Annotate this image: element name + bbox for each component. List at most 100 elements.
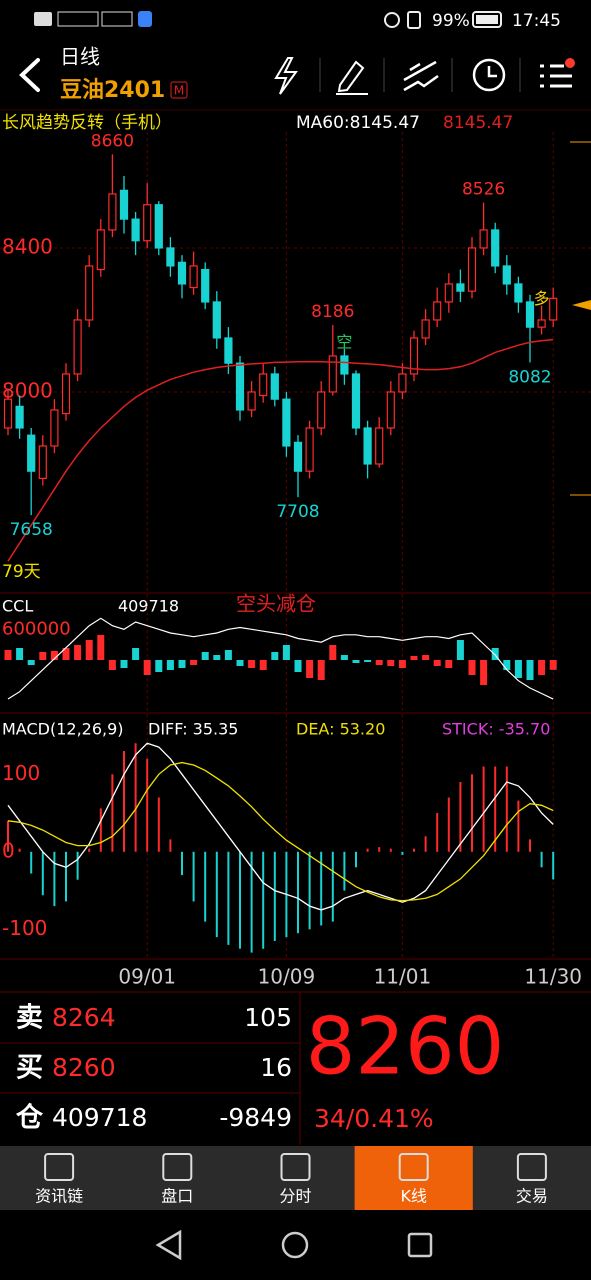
oi-change-bar — [503, 660, 511, 670]
price-pointer — [572, 300, 591, 310]
tab-icon — [516, 1153, 547, 1181]
oi-change-bar — [16, 648, 24, 660]
candle-body — [433, 301, 442, 321]
candle-body — [27, 434, 36, 472]
candle-body — [514, 283, 523, 303]
macd-name: MACD(12,26,9) — [2, 720, 124, 739]
ma-legend: MA60:8145.47 — [296, 113, 420, 133]
oi-change-bar — [352, 660, 360, 663]
oi-change-bar — [132, 648, 140, 660]
candle-body — [119, 189, 129, 220]
tab[interactable]: 交易 — [516, 1153, 548, 1206]
candle-body — [386, 391, 395, 429]
oi-change-bar — [387, 660, 395, 666]
indicator-icon[interactable] — [403, 60, 439, 92]
candle-body — [409, 337, 419, 375]
clock-icon[interactable] — [472, 58, 506, 92]
menu-icon[interactable] — [540, 64, 572, 88]
oi-change-bar — [491, 648, 499, 660]
oi-change-bar — [282, 645, 290, 660]
oi-change-bar — [97, 635, 105, 660]
clock-hand — [487, 66, 497, 78]
nav-back[interactable] — [155, 1229, 182, 1261]
oi-change-bar — [549, 660, 557, 670]
last-price: 8260 — [306, 1002, 505, 1092]
tab[interactable]: 盘口 — [161, 1153, 193, 1206]
candle-body — [340, 355, 349, 375]
oi-change-bar — [364, 660, 372, 662]
oi-change-bar — [375, 660, 383, 665]
x-tick-label: 11/30 — [524, 965, 582, 989]
lightning-icon[interactable] — [274, 57, 298, 95]
oi-change-bar — [74, 645, 82, 660]
candle-body — [108, 193, 117, 231]
y-tick-label: 8400 — [2, 234, 53, 258]
tab-icon — [162, 1153, 193, 1181]
nav-recent[interactable] — [407, 1232, 433, 1258]
candle-body — [305, 427, 314, 472]
y-tick-label: 600000 — [2, 618, 71, 639]
oi-change-bar — [166, 660, 174, 670]
ccl-line — [7, 617, 554, 700]
vibrate-icon — [407, 11, 421, 29]
dea-line — [7, 761, 554, 902]
candle-body — [143, 204, 152, 242]
nav-home[interactable] — [281, 1231, 309, 1259]
ma-value: 8145.47 — [443, 113, 513, 133]
chart-title: 长风趋势反转（手机） — [2, 113, 172, 133]
stick-label: STICK: -35.70 — [442, 720, 550, 739]
candle-body — [282, 398, 291, 447]
back-button[interactable] — [19, 58, 40, 92]
symbol[interactable]: 豆油2401 — [60, 78, 165, 103]
quote-side: 买 — [16, 1053, 43, 1084]
oi-change-bar — [108, 660, 116, 670]
tab-label: K线 — [400, 1187, 427, 1206]
high-label: 8526 — [462, 180, 505, 200]
tab-label: 交易 — [516, 1187, 548, 1206]
quote-volume: 16 — [260, 1053, 292, 1082]
candle-body — [154, 204, 163, 249]
tab[interactable]: 分时 — [279, 1153, 312, 1206]
candle-body — [73, 319, 82, 375]
candle-body — [247, 391, 256, 411]
tab[interactable]: 资讯链 — [35, 1153, 83, 1206]
candle-body — [270, 373, 279, 400]
oi-change-bar — [271, 652, 279, 660]
high-label: 8186 — [311, 302, 354, 322]
quote-side: 卖 — [16, 1003, 43, 1034]
oi-change-bar — [480, 660, 488, 685]
ccl-note: 空头减仓 — [236, 592, 316, 616]
badge-box — [170, 81, 188, 99]
low-label: 8082 — [508, 367, 551, 387]
signal-icon — [57, 11, 99, 27]
oi-change-bar — [398, 660, 406, 668]
dea-label: DEA: 53.20 — [296, 720, 385, 739]
oi-change-bar — [236, 660, 244, 666]
quote-price: 409718 — [52, 1103, 147, 1132]
quote-panel: 卖 8264 105 买 8260 16 仓 409718 -9849 8260 34/0.41… — [0, 991, 591, 1145]
days-label: 79天 — [2, 562, 41, 582]
hd-icon — [34, 12, 52, 26]
candle-body — [502, 265, 511, 285]
signal-label: 多 — [534, 289, 550, 308]
oi-change-bar — [445, 660, 453, 668]
tab[interactable]: K线 — [354, 1146, 473, 1210]
tab-icon — [398, 1153, 429, 1181]
candle-body — [456, 283, 465, 292]
header: 日线 豆油2401 M — [19, 45, 575, 103]
oi-change-bar — [514, 660, 522, 678]
candle-body — [61, 373, 71, 415]
oi-change-bar — [433, 660, 441, 666]
quote-side: 仓 — [15, 1103, 44, 1134]
candle-body — [38, 445, 47, 479]
y-tick-label: 100 — [2, 761, 40, 785]
price-change: 34/0.41% — [314, 1104, 434, 1133]
candle-body — [50, 409, 59, 447]
battery-icon — [472, 11, 502, 28]
candle-body — [189, 265, 198, 289]
oi-change-bar — [340, 655, 348, 660]
candle-body — [479, 229, 488, 249]
oi-change-bar — [538, 660, 546, 675]
draw-icon[interactable] — [336, 60, 368, 95]
